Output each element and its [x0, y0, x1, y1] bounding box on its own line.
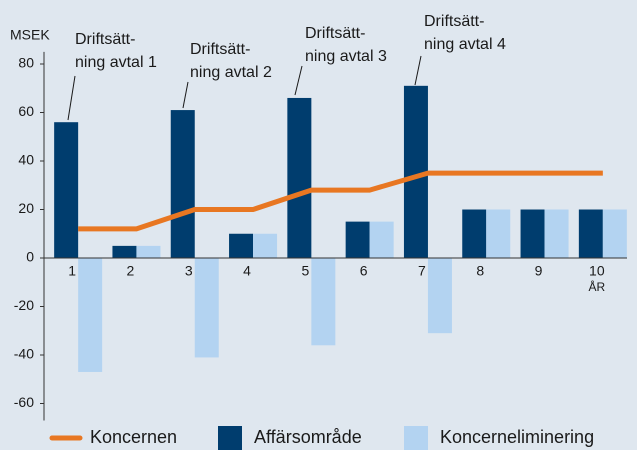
bar: [311, 258, 336, 346]
annotation: Driftsätt-: [190, 41, 250, 58]
line-series: [78, 170, 603, 232]
annotation-leader: [182, 81, 189, 109]
bar: [486, 209, 511, 258]
bar: [427, 258, 452, 334]
y-tick-label: -20: [14, 297, 34, 313]
bar: [229, 233, 254, 258]
legend-label: Affärsområde: [254, 427, 362, 447]
bar: [170, 110, 195, 258]
bar: [544, 209, 569, 258]
bar: [520, 209, 545, 258]
legend-swatch: [218, 426, 242, 450]
y-tick-label: 40: [18, 152, 34, 168]
legend-label: Koncernen: [90, 427, 177, 447]
x-tick-label: 6: [360, 263, 368, 279]
bar: [602, 209, 627, 258]
annotation-leader: [414, 55, 422, 86]
bar: [287, 97, 312, 258]
legend-swatch: [404, 426, 428, 450]
x-tick-label: 10: [589, 263, 605, 279]
y-axis-label: MSEK: [10, 27, 50, 43]
bar: [78, 258, 103, 372]
bar: [112, 245, 137, 258]
annotation-leader: [67, 75, 76, 121]
x-tick-label: 3: [185, 263, 193, 279]
bar: [136, 245, 161, 258]
y-tick-label: -60: [14, 394, 34, 410]
annotation: ning avtal 2: [190, 64, 272, 81]
x-axis-label: ÅR: [589, 279, 606, 294]
x-tick-label: 4: [243, 263, 251, 279]
bar: [462, 209, 487, 258]
x-tick-label: 5: [301, 263, 309, 279]
x-tick-label: 8: [476, 263, 484, 279]
bar: [54, 122, 79, 258]
y-tick-label: 60: [18, 103, 34, 119]
annotation-leader: [294, 65, 303, 96]
bar: [369, 221, 394, 258]
x-tick-label: 9: [535, 263, 543, 279]
x-tick-label: 1: [68, 263, 76, 279]
x-tick-label: 7: [418, 263, 426, 279]
annotation: Driftsätt-: [75, 31, 135, 48]
y-tick-label: 0: [26, 249, 34, 265]
annotation: ning avtal 4: [424, 36, 506, 53]
bar: [578, 209, 603, 258]
legend-label: Koncerneliminering: [440, 427, 594, 447]
annotation: Driftsätt-: [424, 13, 484, 30]
x-tick-label: 2: [127, 263, 135, 279]
annotation: ning avtal 3: [305, 48, 387, 65]
bar: [194, 258, 219, 358]
y-tick-label: 20: [18, 200, 34, 216]
bar: [253, 233, 278, 258]
y-tick-label: -40: [14, 346, 34, 362]
annotation: Driftsätt-: [305, 25, 365, 42]
y-tick-label: 80: [18, 55, 34, 71]
bar: [345, 221, 370, 258]
annotation: ning avtal 1: [75, 54, 157, 71]
